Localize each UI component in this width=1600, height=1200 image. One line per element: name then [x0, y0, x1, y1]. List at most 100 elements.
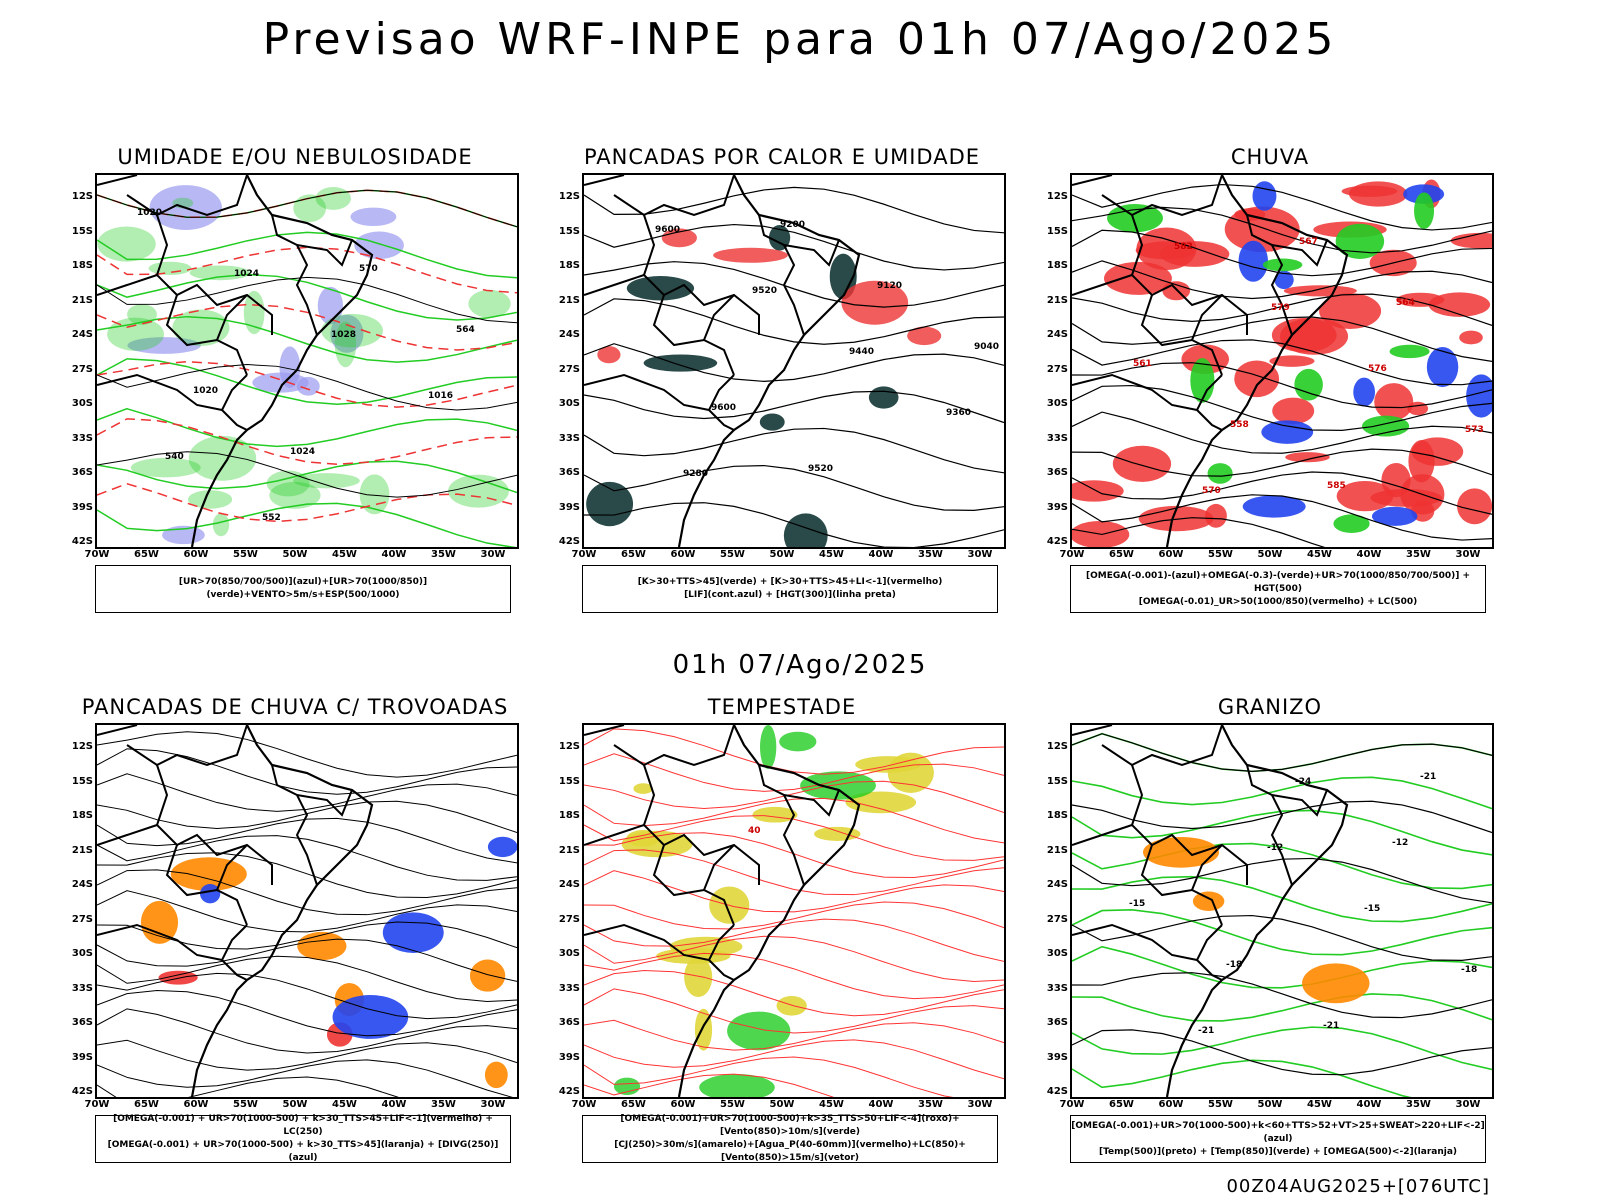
latitude-tick-label: 42S: [558, 536, 580, 547]
longitude-tick-label: 70W: [571, 549, 597, 560]
longitude-tick-label: 55W: [1208, 549, 1233, 560]
shaded-area: [626, 276, 695, 301]
shaded-area: [661, 228, 697, 248]
country-border: [758, 214, 805, 336]
latitude-tick-label: 33S: [1046, 982, 1068, 994]
country-border: [1130, 764, 1248, 885]
legend-line: [K>30+TTS>45](verde) + [K>30+TTS>45+LI<-…: [637, 577, 943, 587]
contour-line: [97, 189, 517, 228]
shaded-area: [200, 883, 221, 904]
contour-line: [97, 502, 517, 547]
shaded-area: [813, 826, 861, 841]
country-border: [1130, 214, 1248, 335]
longitude-tick-label: 45W: [1307, 549, 1332, 560]
latitude-tick-label: 30S: [71, 948, 93, 959]
latitude-tick-label: 36S: [558, 467, 580, 478]
contour-line: [97, 1076, 399, 1097]
shaded-area: [713, 247, 788, 263]
country-border: [1072, 923, 1198, 961]
country-border: [97, 274, 248, 376]
contour-value-label: 9360: [946, 408, 971, 418]
contour-line: [1072, 411, 1492, 454]
latitude-tick-label: 24S: [558, 879, 580, 890]
contour-value-label: 582: [1174, 242, 1193, 252]
country-border: [271, 214, 318, 336]
contour-line: [1072, 809, 1492, 856]
legend-line: [OMEGA(-0.001)+UR>70(1000-500)+k<60+TTS>…: [1071, 1120, 1485, 1144]
latitude-tick-label: 18S: [1046, 810, 1068, 821]
longitude-tick-label: 70W: [84, 549, 110, 560]
shaded-area: [1336, 481, 1394, 512]
latitude-tick-label: 36S: [1046, 1017, 1068, 1028]
latitude-tick-label: 21S: [558, 294, 580, 306]
latitude-tick-label: 39S: [558, 501, 580, 513]
weather-map: 1020 1024 1028 1016 540 552 570 564 1020 1024: [95, 173, 519, 549]
contour-value-label: -21: [1198, 1026, 1214, 1036]
latitude-tick-label: 27S: [558, 363, 580, 375]
longitude-tick-label: 40W: [1356, 549, 1382, 560]
contour-value-label: -21: [1420, 772, 1436, 782]
legend-line: [OMEGA(-0.001) + UR>70(1000-500) + k>30_…: [107, 1140, 499, 1163]
contour-line: [97, 890, 517, 933]
shaded-area: [359, 474, 390, 515]
country-border: [584, 725, 735, 767]
shaded-area: [468, 289, 511, 318]
panel-legend: [OMEGA(-0.001)+UR>70(1000-500)+k<60+TTS>…: [1070, 1115, 1486, 1163]
coastline: [190, 725, 374, 1097]
longitude-tick-label: 30W: [967, 1099, 993, 1110]
contour-value-label: -15: [1129, 899, 1145, 909]
latitude-tick-label: 12S: [71, 191, 93, 202]
shaded-area: [1205, 503, 1227, 528]
shaded-area: [487, 836, 517, 858]
contour-line: [97, 921, 517, 950]
latitude-tick-label: 27S: [1046, 363, 1068, 375]
shaded-area: [382, 912, 444, 953]
contour-value-label: 564: [1396, 298, 1415, 308]
contour-value-label: 9440: [849, 347, 874, 357]
contour-value-label: 9120: [877, 281, 902, 291]
contour-value-label: 570: [1202, 486, 1221, 496]
weather-map: 9600 9520 9440 9360 9280 9200 9120 9040 9600 9520: [582, 173, 1006, 549]
shaded-area: [1302, 963, 1370, 1004]
contour-value-label: 585: [1327, 481, 1346, 491]
latitude-tick-label: 18S: [558, 810, 580, 821]
contour-line: [97, 303, 517, 351]
longitude-tick-label: 65W: [621, 549, 646, 560]
country-border: [584, 175, 735, 217]
longitude-tick-label: 50W: [769, 1099, 795, 1110]
legend-line: [OMEGA(-0.001)+UR>70(1000-500)+k>35_TTS>…: [620, 1114, 960, 1137]
shaded-area: [1242, 495, 1306, 518]
shaded-area: [1261, 420, 1314, 444]
longitude-tick-label: 65W: [134, 549, 159, 560]
country-border: [296, 789, 353, 817]
longitude-tick-label: 65W: [621, 1099, 646, 1110]
shaded-area: [1457, 488, 1492, 525]
latitude-tick-label: 33S: [558, 982, 580, 994]
shaded-area: [1389, 344, 1430, 359]
longitude-tick-label: 55W: [233, 549, 258, 560]
contour-line: [97, 990, 517, 1037]
longitude-tick-label: 55W: [720, 1099, 745, 1110]
latitude-tick-label: 27S: [558, 913, 580, 925]
contour-value-label: -12: [1392, 838, 1408, 848]
contour-value-label: 9520: [808, 464, 833, 474]
contour-value-label: 564: [456, 325, 475, 335]
latitude-tick-label: 12S: [558, 741, 580, 752]
country-border: [642, 764, 760, 885]
shaded-area: [684, 957, 713, 997]
shaded-area: [212, 513, 230, 537]
shaded-area: [158, 970, 198, 985]
longitude-tick-label: 60W: [1158, 549, 1184, 560]
contour-line: [584, 901, 1004, 930]
longitude-tick-label: 30W: [967, 549, 993, 560]
forecast-panel-1: UMIDADE E/OU NEBULOSIDADE 12S 15S 18S 21S 24S…: [55, 145, 535, 635]
shaded-area: [1112, 445, 1172, 482]
shaded-area: [1411, 437, 1464, 466]
contour-line: [97, 364, 517, 411]
latitude-tick-label: 33S: [71, 432, 93, 444]
contour-line: [97, 731, 517, 778]
contour-value-label: -12: [1267, 843, 1283, 853]
shaded-area: [633, 783, 653, 794]
contour-line: [584, 870, 1004, 913]
contour-line: [584, 780, 1004, 814]
